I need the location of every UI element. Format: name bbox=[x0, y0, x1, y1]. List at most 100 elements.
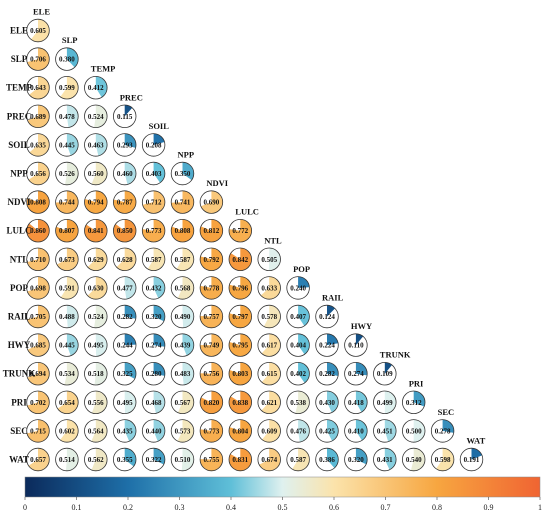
pie-outline bbox=[55, 75, 79, 100]
cell-trunk-soil: 0.280 bbox=[141, 362, 166, 386]
pie-wedge bbox=[327, 448, 339, 469]
pie-wedge bbox=[200, 448, 223, 471]
pie-outline bbox=[257, 362, 281, 386]
cell-value-label: 0.628 bbox=[117, 256, 133, 264]
pie-outline bbox=[141, 419, 166, 443]
pie-wedge bbox=[384, 448, 397, 470]
colorbar-tick-label: 0.5 bbox=[278, 503, 288, 512]
cell-value-label: 0.749 bbox=[204, 342, 220, 350]
cell-slp-slp: 0.380 bbox=[55, 47, 79, 71]
cell-sec-ndvi: 0.773 bbox=[199, 419, 224, 443]
pie-outline bbox=[26, 447, 50, 472]
pie-outline bbox=[228, 218, 253, 243]
cell-soil-temp: 0.463 bbox=[84, 133, 108, 157]
cell-wat-hwy: 0.320 bbox=[344, 447, 368, 472]
pie-wedge bbox=[27, 362, 50, 385]
cell-value-label: 0.534 bbox=[59, 370, 75, 378]
cell-value-label: 0.808 bbox=[30, 199, 46, 207]
cell-lulc-ndvi: 0.812 bbox=[199, 218, 224, 243]
pie-wedge bbox=[116, 248, 136, 271]
pie-outline bbox=[112, 362, 137, 386]
pie-outline bbox=[84, 276, 108, 300]
cell-value-label: 0.538 bbox=[290, 399, 306, 407]
row-label-npp: NPP bbox=[10, 169, 28, 179]
pie-outline bbox=[141, 161, 166, 186]
cell-pri-soil: 0.468 bbox=[141, 390, 166, 415]
pie-wedge bbox=[261, 391, 281, 414]
cell-value-label: 0.274 bbox=[348, 370, 364, 378]
pie-wedge bbox=[229, 276, 252, 300]
pie-wedge bbox=[113, 219, 137, 242]
pie-outline bbox=[55, 447, 79, 472]
pie-outline bbox=[170, 419, 195, 443]
pie-outline bbox=[112, 218, 137, 243]
pie-wedge bbox=[298, 362, 310, 383]
cell-ndvi-temp: 0.794 bbox=[84, 190, 108, 214]
pie-wedge bbox=[142, 219, 165, 242]
cell-value-label: 0.418 bbox=[348, 399, 364, 407]
pie-outline bbox=[112, 104, 137, 129]
cell-sec-ele: 0.715 bbox=[26, 419, 50, 443]
pie-outline bbox=[141, 447, 166, 472]
cell-ntl-slp: 0.673 bbox=[55, 247, 79, 271]
cell-value-label: 0.705 bbox=[30, 313, 46, 321]
colorbar-tick-label: 0.3 bbox=[175, 503, 185, 512]
cell-wat-lulc: 0.831 bbox=[228, 447, 253, 472]
cell-value-label: 0.293 bbox=[117, 141, 133, 149]
row-label-prec: PREC bbox=[7, 111, 32, 121]
cell-value-label: 0.617 bbox=[261, 342, 277, 350]
pie-wedge bbox=[124, 391, 136, 414]
cell-rail-slp: 0.488 bbox=[55, 304, 79, 329]
cell-value-label: 0.386 bbox=[319, 456, 335, 464]
pie-wedge bbox=[94, 305, 108, 328]
cell-pop-pop: 0.240 bbox=[286, 276, 310, 300]
cell-value-label: 0.831 bbox=[232, 456, 248, 464]
pie-outline bbox=[199, 276, 224, 300]
cell-pop-prec: 0.477 bbox=[112, 276, 137, 300]
pie-wedge bbox=[295, 390, 310, 414]
cell-value-label: 0.355 bbox=[117, 456, 133, 464]
pie-outline bbox=[84, 419, 108, 443]
pie-outline bbox=[84, 104, 108, 129]
pie-outline bbox=[170, 333, 195, 357]
pie-outline bbox=[112, 333, 137, 357]
cell-value-label: 0.804 bbox=[232, 427, 248, 435]
cell-npp-npp: 0.350 bbox=[170, 161, 195, 186]
pie-wedge bbox=[124, 276, 136, 300]
pie-outline bbox=[170, 161, 195, 186]
pie-outline bbox=[199, 390, 224, 415]
cell-value-label: 0.778 bbox=[204, 284, 220, 292]
pie-wedge bbox=[298, 419, 310, 443]
pie-wedge bbox=[200, 219, 223, 242]
pie-wedge bbox=[200, 276, 223, 300]
pie-outline bbox=[315, 333, 339, 357]
pie-outline bbox=[199, 218, 224, 243]
cell-value-label: 0.797 bbox=[232, 313, 248, 321]
pie-wedge bbox=[263, 305, 281, 328]
cell-soil-slp: 0.445 bbox=[55, 133, 79, 157]
pie-outline bbox=[344, 447, 368, 472]
cell-soil-soil: 0.208 bbox=[141, 133, 166, 157]
cell-sec-rail: 0.425 bbox=[315, 419, 339, 443]
cell-wat-ntl: 0.674 bbox=[257, 447, 281, 472]
pie-outline bbox=[84, 390, 108, 415]
cell-hwy-ntl: 0.617 bbox=[257, 333, 281, 357]
pie-wedge bbox=[91, 162, 108, 185]
cell-value-label: 0.792 bbox=[204, 256, 220, 264]
cell-wat-sec: 0.598 bbox=[430, 447, 455, 472]
cell-soil-ele: 0.635 bbox=[26, 133, 50, 157]
pie-wedge bbox=[268, 247, 281, 271]
pie-wedge bbox=[60, 76, 79, 99]
cell-value-label: 0.741 bbox=[175, 199, 191, 207]
pie-wedge bbox=[124, 448, 137, 467]
cell-lulc-lulc: 0.772 bbox=[228, 218, 253, 243]
cell-value-label: 0.224 bbox=[319, 342, 335, 350]
pie-wedge bbox=[200, 419, 223, 443]
pie-wedge bbox=[66, 305, 79, 328]
row-label-trunk: TRUNK bbox=[3, 369, 36, 379]
cell-value-label: 0.757 bbox=[204, 313, 220, 321]
pie-outline bbox=[84, 161, 108, 186]
pie-outline bbox=[141, 304, 166, 329]
cell-ntl-ntl: 0.505 bbox=[257, 247, 281, 271]
pie-wedge bbox=[94, 104, 108, 128]
